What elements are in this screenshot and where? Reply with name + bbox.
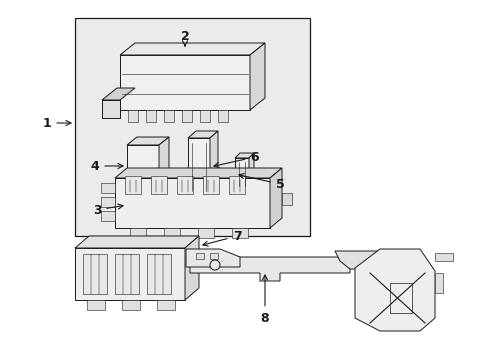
Text: 6: 6 [213,150,259,167]
Bar [145,187,153,197]
Bar [128,110,138,122]
Polygon shape [209,131,218,196]
Polygon shape [187,131,218,138]
Polygon shape [75,236,199,248]
Polygon shape [159,137,169,187]
Bar [120,55,249,110]
Bar [228,176,244,194]
Bar [115,178,269,228]
Bar [196,253,203,259]
Bar [127,145,159,187]
Bar [115,254,139,294]
Circle shape [209,260,220,270]
Bar [187,138,209,196]
Bar [145,197,153,203]
Text: 7: 7 [203,230,241,246]
Bar [163,228,180,238]
Bar [122,300,140,310]
Polygon shape [249,43,264,110]
Bar [101,183,115,193]
Polygon shape [269,168,282,228]
Bar [151,176,167,194]
Bar [235,158,248,190]
Bar [83,254,107,294]
Bar [200,110,209,122]
Polygon shape [102,100,120,118]
Bar [218,110,227,122]
Bar [203,176,219,194]
Bar [177,176,193,194]
Polygon shape [115,168,282,178]
Bar [198,228,214,238]
Bar [209,253,218,259]
Bar [130,228,146,238]
Bar [282,193,291,205]
Polygon shape [334,251,389,269]
Polygon shape [354,249,434,331]
Bar [231,228,247,238]
Polygon shape [248,153,253,190]
Text: 2: 2 [180,30,189,46]
Bar [163,110,174,122]
Polygon shape [184,236,199,300]
Bar [434,253,452,261]
Text: 1: 1 [42,117,71,130]
Bar [131,197,139,203]
Polygon shape [127,137,169,145]
Bar [125,176,141,194]
Bar [434,273,442,293]
Text: 5: 5 [239,174,284,190]
Polygon shape [102,88,135,100]
Polygon shape [120,43,264,55]
Bar [75,18,309,236]
Bar [101,197,115,207]
Polygon shape [235,153,253,158]
Bar [147,254,171,294]
Text: 3: 3 [93,203,123,216]
Bar [75,248,184,300]
Text: 4: 4 [90,159,122,172]
Bar [146,110,156,122]
Polygon shape [185,249,240,267]
Bar [127,195,151,215]
Bar [87,300,105,310]
Polygon shape [127,189,158,195]
Polygon shape [151,189,158,215]
Bar [157,300,175,310]
Polygon shape [190,257,349,281]
Text: 8: 8 [260,275,269,324]
Bar [101,211,115,221]
Bar [131,187,139,197]
Bar [182,110,192,122]
